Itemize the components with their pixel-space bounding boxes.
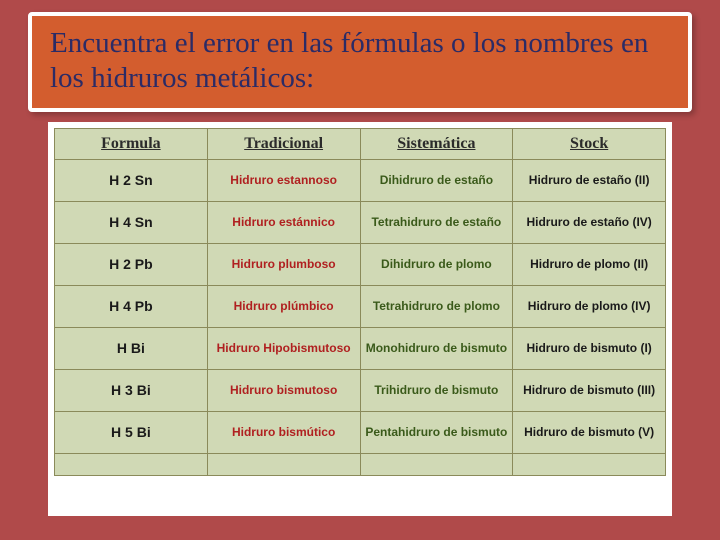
cell-formula: H Bi (55, 328, 208, 370)
cell-stock: Hidruro de bismuto (III) (513, 370, 666, 412)
cell-empty (207, 454, 360, 476)
page-title: Encuentra el error en las fórmulas o los… (50, 26, 670, 96)
cell-formula: H 2 Sn (55, 160, 208, 202)
table-header-row: Formula Tradicional Sistemática Stock (55, 129, 666, 160)
cell-formula: H 5 Bi (55, 412, 208, 454)
table-row: H 2 Sn Hidruro estannoso Dihidruro de es… (55, 160, 666, 202)
cell-sistematica: Dihidruro de plomo (360, 244, 513, 286)
col-tradicional: Tradicional (207, 129, 360, 160)
cell-stock: Hidruro de plomo (IV) (513, 286, 666, 328)
cell-sistematica: Trihidruro de bismuto (360, 370, 513, 412)
cell-formula: H 4 Pb (55, 286, 208, 328)
table-row: H 2 Pb Hidruro plumboso Dihidruro de plo… (55, 244, 666, 286)
table-row-empty (55, 454, 666, 476)
cell-formula: H 3 Bi (55, 370, 208, 412)
cell-tradicional: Hidruro plúmbico (207, 286, 360, 328)
cell-tradicional: Hidruro bismutoso (207, 370, 360, 412)
title-box: Encuentra el error en las fórmulas o los… (28, 12, 692, 112)
cell-empty (55, 454, 208, 476)
cell-empty (513, 454, 666, 476)
col-stock: Stock (513, 129, 666, 160)
cell-sistematica: Tetrahidruro de plomo (360, 286, 513, 328)
table-container: Formula Tradicional Sistemática Stock H … (48, 122, 672, 516)
cell-stock: Hidruro de plomo (II) (513, 244, 666, 286)
col-sistematica: Sistemática (360, 129, 513, 160)
cell-formula: H 2 Pb (55, 244, 208, 286)
cell-tradicional: Hidruro Hipobismutoso (207, 328, 360, 370)
cell-stock: Hidruro de bismuto (I) (513, 328, 666, 370)
table-row: H Bi Hidruro Hipobismutoso Monohidruro d… (55, 328, 666, 370)
cell-stock: Hidruro de bismuto (V) (513, 412, 666, 454)
cell-tradicional: Hidruro bismútico (207, 412, 360, 454)
table-row: H 5 Bi Hidruro bismútico Pentahidruro de… (55, 412, 666, 454)
cell-empty (360, 454, 513, 476)
cell-sistematica: Pentahidruro de bismuto (360, 412, 513, 454)
cell-tradicional: Hidruro estánnico (207, 202, 360, 244)
cell-sistematica: Dihidruro de estaño (360, 160, 513, 202)
cell-stock: Hidruro de estaño (IV) (513, 202, 666, 244)
table-row: H 3 Bi Hidruro bismutoso Trihidruro de b… (55, 370, 666, 412)
cell-sistematica: Tetrahidruro de estaño (360, 202, 513, 244)
col-formula: Formula (55, 129, 208, 160)
cell-tradicional: Hidruro plumboso (207, 244, 360, 286)
table-row: H 4 Pb Hidruro plúmbico Tetrahidruro de … (55, 286, 666, 328)
table-row: H 4 Sn Hidruro estánnico Tetrahidruro de… (55, 202, 666, 244)
hidruros-table: Formula Tradicional Sistemática Stock H … (54, 128, 666, 476)
cell-tradicional: Hidruro estannoso (207, 160, 360, 202)
cell-sistematica: Monohidruro de bismuto (360, 328, 513, 370)
cell-formula: H 4 Sn (55, 202, 208, 244)
cell-stock: Hidruro de estaño (II) (513, 160, 666, 202)
